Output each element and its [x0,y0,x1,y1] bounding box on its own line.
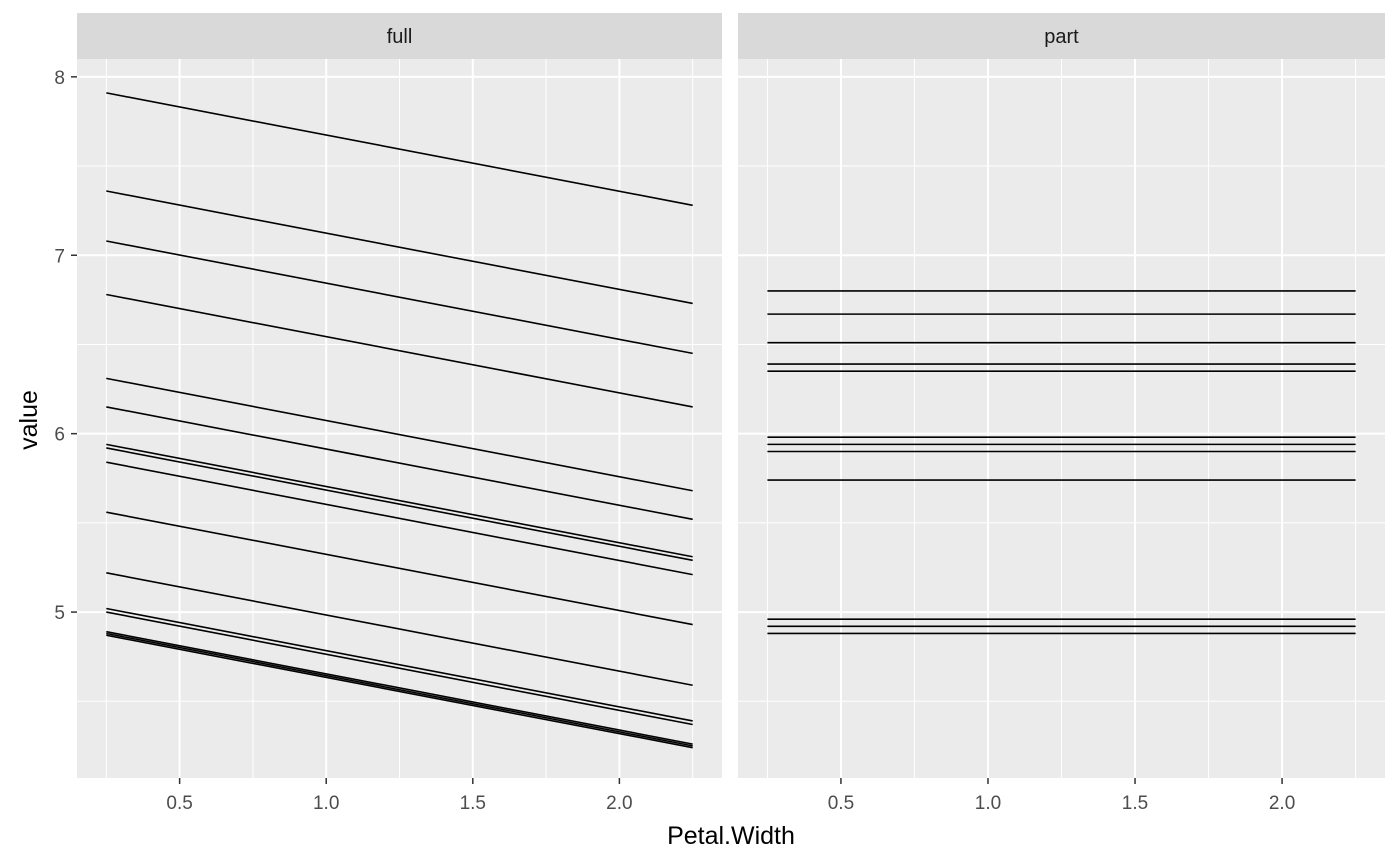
x-axis-title: Petal.Width [667,822,795,850]
strip-part [738,13,1385,59]
gridlines [738,59,1385,778]
series-line-full-4 [106,293,693,408]
x-tick-label: 0.5 [828,793,854,814]
x-tick-label: 1.0 [313,793,339,814]
series-line-full-14 [106,630,693,745]
panel-full: full 0.5 1.0 1.5 2.0 [77,13,722,814]
y-axis: 5 6 7 8 [54,68,77,624]
x-tick-label: 1.0 [975,793,1001,814]
x-tick-label: 2.0 [606,793,632,814]
y-tick-label: 5 [54,603,65,624]
x-axis-full: 0.5 1.0 1.5 2.0 [166,778,633,814]
series-line-full-15 [106,632,693,747]
strip-full [77,13,722,59]
y-tick-label: 8 [54,68,65,89]
series-line-full-2 [106,190,693,305]
x-tick-label: 0.5 [166,793,192,814]
series-lines [767,290,1356,635]
series-line-full-1 [106,92,693,207]
series-line-full-12 [106,607,693,722]
series-lines [106,92,693,749]
series-line-full-9 [106,461,693,576]
gridlines [77,59,722,778]
series-line-full-11 [106,572,693,687]
x-tick-label: 1.5 [460,793,486,814]
series-line-full-3 [106,240,693,355]
panel-part: part 0.5 1.0 1.5 2.0 [738,13,1385,814]
series-line-full-6 [106,406,693,521]
series-line-full-16 [106,634,693,749]
series-line-full-13 [106,611,693,726]
series-line-full-8 [106,447,693,562]
x-tick-label: 1.5 [1122,793,1148,814]
strip-label-full: full [387,26,413,48]
panels: full 0.5 1.0 1.5 2.0 part 0.5 1.0 1.5 2.0 [77,13,1385,814]
y-tick-label: 6 [54,425,65,446]
series-line-full-10 [106,511,693,626]
y-axis-title: value [15,390,43,450]
strip-label-part: part [1044,26,1079,48]
series-line-full-7 [106,443,693,558]
y-tick-label: 7 [54,246,65,267]
x-axis-part: 0.5 1.0 1.5 2.0 [828,778,1295,814]
x-tick-label: 2.0 [1269,793,1295,814]
series-line-full-5 [106,377,693,492]
